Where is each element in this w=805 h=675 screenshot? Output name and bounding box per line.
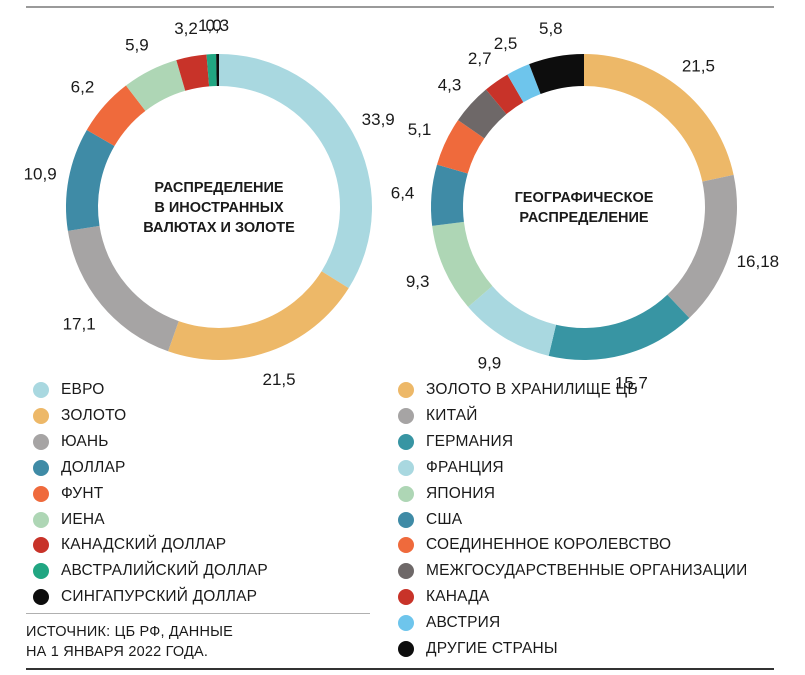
- slice-currency-1: [168, 271, 349, 360]
- slice-geo-1: [667, 174, 737, 318]
- slice-geo-3: [468, 286, 557, 356]
- value-label-currency-5: 5,9: [125, 36, 149, 55]
- top-rule: [26, 6, 774, 8]
- value-label-geo-4: 9,3: [406, 272, 430, 291]
- value-label-geo-10: 5,8: [539, 19, 563, 38]
- center-label-geo-0: ГЕОГРАФИЧЕСКОЕ: [515, 190, 654, 206]
- donut-geo: 21,5 16,18 15,7 9,9 9,3 6,4 5,1 4,3 2,72,5 5,8 ГЕО…: [391, 19, 779, 393]
- value-label-currency-4: 6,2: [71, 78, 95, 97]
- value-label-geo-5: 6,4: [391, 184, 415, 203]
- slice-geo-2: [548, 294, 690, 360]
- slice-currency-2: [67, 225, 179, 352]
- center-label-currency-1: В ИНОСТРАННЫХ: [154, 200, 284, 216]
- slice-currency-8: [216, 54, 219, 87]
- donut-currency: 33,9 21,5 17,1 10,9 6,2 5,9 3,2 1,00,3 РАСПРЕДЕЛ…: [24, 16, 395, 389]
- source-rule: [26, 613, 370, 614]
- slice-geo-9: [507, 64, 541, 103]
- slice-geo-10: [529, 54, 584, 95]
- center-label-geo-1: РАСПРЕДЕЛЕНИЕ: [519, 210, 648, 226]
- center-label-currency-0: РАСПРЕДЕЛЕНИЕ: [154, 180, 283, 196]
- value-label-currency-3: 10,9: [24, 164, 57, 183]
- value-label-currency-0: 33,9: [362, 110, 395, 129]
- slice-geo-7: [458, 89, 507, 139]
- slice-geo-5: [431, 164, 468, 226]
- slice-currency-4: [86, 85, 146, 147]
- slice-geo-6: [437, 120, 485, 174]
- value-label-geo-1: 16,18: [737, 252, 780, 271]
- value-label-geo-3: 9,9: [478, 354, 502, 373]
- center-label-currency-2: ВАЛЮТАХ И ЗОЛОТЕ: [143, 220, 295, 236]
- value-label-currency-6: 3,2: [174, 19, 198, 38]
- slice-currency-7: [206, 54, 217, 87]
- value-label-currency-1: 21,5: [262, 370, 295, 389]
- source-note: ИСТОЧНИК: ЦБ РФ, ДАННЫЕ НА 1 ЯНВАРЯ 2022…: [26, 622, 233, 662]
- slice-currency-3: [65, 129, 115, 231]
- source-line-2: НА 1 ЯНВАРЯ 2022 ГОДА.: [26, 644, 209, 660]
- value-label-geo-6: 5,1: [408, 120, 432, 139]
- slice-currency-5: [125, 60, 186, 111]
- value-label-currency-8: 0,3: [205, 16, 229, 35]
- value-label-geo-0: 21,5: [682, 56, 715, 75]
- slice-currency-0: [219, 54, 372, 289]
- slice-geo-4: [432, 221, 493, 307]
- value-label-geo-8: 2,7: [468, 49, 492, 68]
- value-label-currency-7: 1,0: [198, 16, 222, 35]
- slice-currency-6: [176, 54, 210, 91]
- slice-geo-8: [485, 74, 524, 115]
- bottom-rule: [26, 668, 774, 670]
- value-label-geo-2: 15,7: [615, 374, 648, 393]
- source-line-1: ИСТОЧНИК: ЦБ РФ, ДАННЫЕ: [26, 624, 234, 640]
- value-label-geo-9: 2,5: [494, 34, 518, 53]
- value-label-currency-2: 17,1: [63, 314, 96, 333]
- slice-geo-0: [584, 54, 734, 182]
- value-label-geo-7: 4,3: [438, 75, 462, 94]
